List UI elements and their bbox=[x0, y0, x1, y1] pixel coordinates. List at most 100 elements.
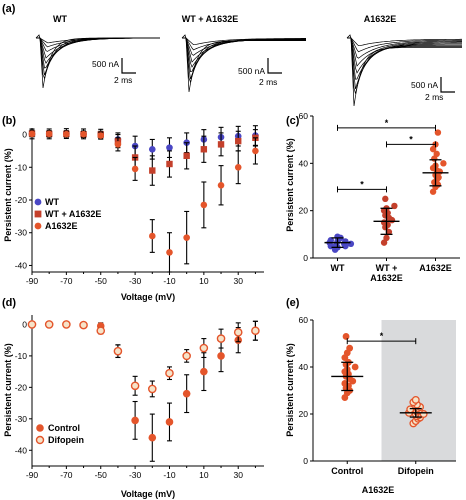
shaded-region bbox=[381, 320, 456, 461]
trace-artifact bbox=[35, 34, 41, 40]
data-point bbox=[406, 405, 415, 414]
y-tick-label: -30 bbox=[15, 414, 28, 424]
panel-b-xlabel: Voltage (mV) bbox=[121, 292, 175, 302]
series-wt bbox=[324, 233, 355, 253]
data-point bbox=[429, 145, 437, 153]
panel-d-label: (d) bbox=[2, 297, 16, 309]
category-label-difopein: Difopein bbox=[398, 466, 434, 476]
data-point bbox=[28, 130, 36, 138]
data-point bbox=[165, 368, 174, 378]
data-point bbox=[433, 150, 440, 158]
trace-title-wt: WT bbox=[53, 14, 67, 24]
trace-title-a1632e: A1632E bbox=[364, 14, 397, 24]
data-point bbox=[27, 320, 37, 329]
panel-d-xlabel: Voltage (mV) bbox=[121, 489, 175, 499]
scale-bar-a1632e: 500 nA 2 ms bbox=[411, 77, 455, 102]
traces-a1632e bbox=[346, 34, 462, 107]
data-point bbox=[183, 152, 190, 160]
data-point bbox=[434, 129, 442, 136]
y-tick-label: 0 bbox=[303, 253, 308, 263]
data-point bbox=[200, 146, 208, 153]
data-point bbox=[80, 130, 87, 138]
current-trace bbox=[347, 37, 462, 47]
data-point bbox=[200, 367, 208, 376]
y-tick-label: 60 bbox=[299, 111, 309, 121]
y-tick-label: -10 bbox=[15, 162, 28, 172]
current-trace bbox=[182, 37, 306, 63]
current-trace bbox=[347, 37, 462, 67]
current-trace bbox=[36, 37, 160, 48]
current-trace bbox=[182, 37, 306, 93]
x-tick-label: -10 bbox=[163, 276, 176, 286]
panel-a-current-traces: (a) WT WT + A1632E A1632E 500 nA 2 ms 50… bbox=[2, 3, 462, 107]
data-point bbox=[45, 130, 53, 138]
data-point bbox=[235, 137, 242, 145]
y-tick-label: -20 bbox=[15, 195, 28, 205]
panel-e-xlabel: A1632E bbox=[362, 485, 395, 495]
data-point bbox=[217, 352, 225, 360]
category-label-a1632e: A1632E bbox=[419, 263, 452, 273]
y-tick-label: 20 bbox=[299, 206, 309, 216]
panel-e-label: (e) bbox=[286, 297, 300, 309]
current-trace bbox=[36, 37, 160, 44]
y-tick-label: -40 bbox=[15, 445, 28, 455]
panel-c-label: (c) bbox=[286, 115, 300, 127]
trace-groups bbox=[35, 34, 462, 107]
significance-star: * bbox=[360, 179, 364, 189]
data-point bbox=[327, 237, 334, 244]
data-point bbox=[217, 141, 225, 148]
current-trace bbox=[182, 37, 306, 46]
series-control bbox=[331, 333, 364, 401]
data-point bbox=[351, 363, 359, 371]
category-label-wt-a1632e: A1632E bbox=[370, 273, 403, 283]
current-trace bbox=[347, 37, 462, 74]
category-label-wt: WT bbox=[331, 263, 345, 273]
trace-artifact bbox=[346, 34, 352, 40]
data-point bbox=[130, 381, 140, 391]
panel-b-chart: -90 -70 -50 -30 -10 10 30 0 -10 -20 -30 -40 bbox=[15, 125, 264, 286]
x-tick-label: 10 bbox=[199, 276, 209, 286]
data-point bbox=[233, 328, 243, 337]
series-a1632e bbox=[422, 129, 449, 195]
panel-b-ylabel: Persistent current (%) bbox=[3, 148, 13, 242]
data-point bbox=[217, 181, 225, 189]
data-point bbox=[62, 320, 71, 329]
data-point bbox=[96, 326, 106, 336]
scale-bar-wt-a1632e: 500 nA 2 ms bbox=[238, 58, 282, 87]
y-tick-label: -10 bbox=[15, 351, 28, 361]
data-point bbox=[148, 232, 156, 240]
data-point bbox=[166, 249, 173, 256]
data-point bbox=[252, 147, 259, 155]
y-tick-label: 60 bbox=[299, 315, 309, 325]
data-point bbox=[391, 202, 398, 210]
data-point bbox=[341, 380, 349, 387]
panel-a-label: (a) bbox=[2, 3, 16, 15]
legend-label-control: Control bbox=[48, 423, 80, 433]
panel-d-legend: Control Difopein bbox=[35, 423, 84, 445]
data-point bbox=[346, 344, 354, 352]
data-point bbox=[166, 144, 173, 151]
data-point bbox=[380, 239, 388, 246]
legend-label-wt: WT bbox=[45, 197, 59, 207]
current-trace bbox=[347, 37, 462, 53]
x-tick-label: 30 bbox=[233, 470, 243, 480]
data-point bbox=[199, 343, 209, 353]
scale-time-wt: 2 ms bbox=[114, 75, 132, 85]
panel-b-label: (b) bbox=[2, 115, 16, 127]
legend-label-wt-a1632e: WT + A1632E bbox=[45, 209, 101, 219]
data-point bbox=[342, 333, 350, 340]
x-tick-label: 30 bbox=[233, 276, 243, 286]
data-point bbox=[165, 418, 174, 426]
data-point bbox=[251, 326, 260, 336]
data-point bbox=[79, 320, 88, 330]
data-point bbox=[97, 132, 105, 139]
data-point bbox=[182, 351, 191, 361]
scale-time-a1632e: 2 ms bbox=[425, 92, 443, 102]
legend-marker-wt bbox=[34, 198, 42, 206]
significance-star: * bbox=[385, 118, 389, 128]
data-point bbox=[63, 130, 70, 138]
y-tick-label: 40 bbox=[299, 158, 309, 168]
legend-label-a1632e: A1632E bbox=[45, 221, 78, 231]
data-point bbox=[200, 201, 208, 209]
